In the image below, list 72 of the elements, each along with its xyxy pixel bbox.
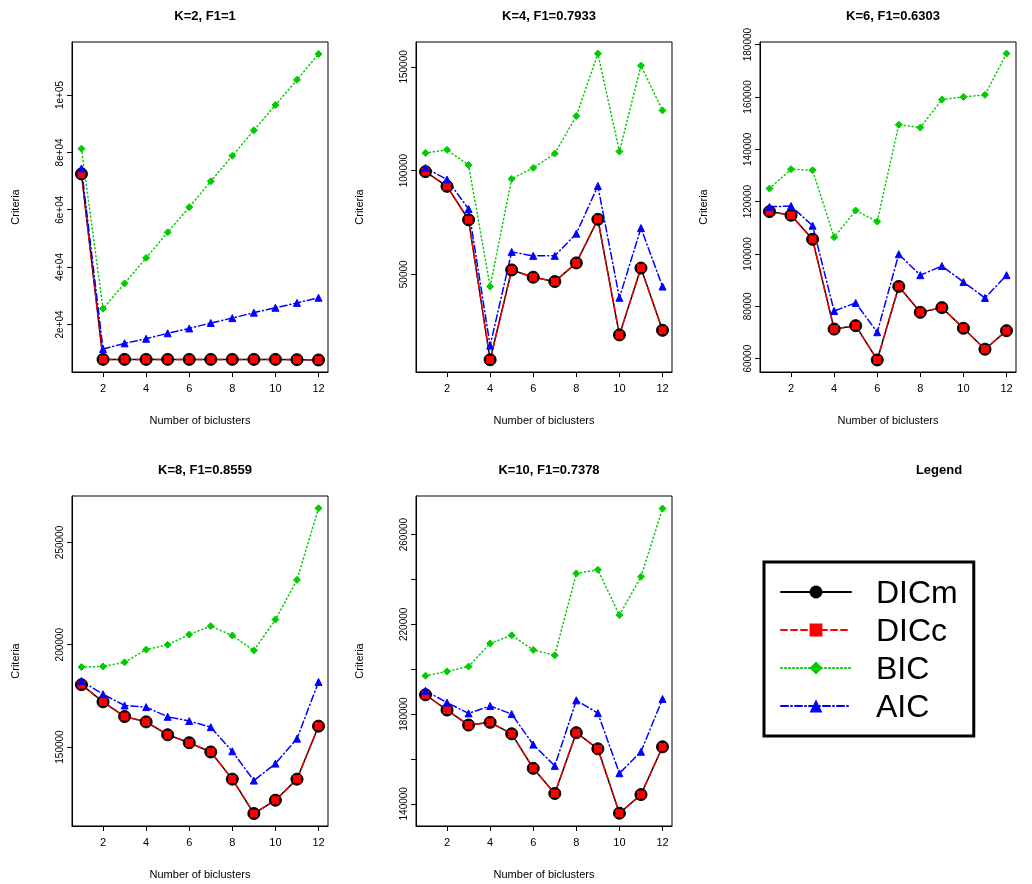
x-tick-label: 12 <box>656 835 669 848</box>
x-tick-label: 4 <box>143 381 150 394</box>
x-axis-title: Number of biclusters <box>493 867 595 880</box>
x-tick-label: 12 <box>656 381 669 394</box>
y-tick-label: 2e+04 <box>53 309 65 339</box>
legend-title: Legend <box>915 462 963 477</box>
x-tick-label: 8 <box>229 835 236 848</box>
y-tick-label: 140000 <box>397 786 409 821</box>
y-axis-title: Criteria <box>352 188 365 225</box>
chart-title: K=4, F1=0.7933 <box>502 8 596 23</box>
y-axis-title: Criteria <box>8 642 21 679</box>
x-tick-label: 12 <box>1000 381 1013 394</box>
x-tick-label: 4 <box>143 835 150 848</box>
y-tick-label: 200000 <box>53 627 65 662</box>
y-tick-label: 160000 <box>741 79 753 114</box>
y-tick-label: 50000 <box>397 259 409 289</box>
x-axis-title: Number of biclusters <box>837 413 939 426</box>
x-tick-label: 10 <box>269 381 282 394</box>
y-tick-label: 100000 <box>741 236 753 271</box>
x-axis-title: Number of biclusters <box>149 867 251 880</box>
x-tick-label: 12 <box>312 835 325 848</box>
x-tick-label: 10 <box>613 835 626 848</box>
x-tick-label: 8 <box>917 381 924 394</box>
x-tick-label: 2 <box>443 381 451 394</box>
legend-label: DICc <box>876 612 948 648</box>
x-tick-label: 4 <box>487 381 494 394</box>
x-tick-label: 6 <box>874 381 881 394</box>
y-tick-label: 60000 <box>741 344 753 373</box>
x-tick-label: 2 <box>787 381 795 394</box>
chart-title: K=6, F1=0.6303 <box>846 8 940 23</box>
y-tick-label: 180000 <box>397 696 409 731</box>
y-tick-label: 120000 <box>741 184 753 219</box>
y-tick-label: 4e+04 <box>53 252 65 282</box>
x-tick-label: 6 <box>530 835 537 848</box>
x-tick-label: 2 <box>99 381 107 394</box>
y-tick-label: 6e+04 <box>53 195 65 224</box>
x-tick-label: 10 <box>957 381 970 394</box>
y-tick-label: 220000 <box>397 607 409 642</box>
x-tick-label: 6 <box>530 381 537 394</box>
legend-label: BIC <box>876 650 930 686</box>
y-tick-label: 80000 <box>741 291 753 321</box>
x-tick-label: 6 <box>186 835 193 848</box>
y-axis-title: Criteria <box>8 188 21 225</box>
x-tick-label: 4 <box>487 835 494 848</box>
y-tick-label: 140000 <box>741 132 753 166</box>
x-tick-label: 2 <box>99 835 107 848</box>
x-tick-label: 8 <box>573 835 580 848</box>
x-tick-label: 10 <box>613 381 626 394</box>
y-axis-title: Criteria <box>696 188 709 225</box>
x-tick-label: 6 <box>186 381 193 394</box>
chart-title: K=8, F1=0.8559 <box>158 462 252 477</box>
y-tick-label: 150000 <box>397 49 409 84</box>
y-axis-title: Criteria <box>352 642 365 679</box>
x-tick-label: 2 <box>443 835 451 848</box>
y-tick-label: 100000 <box>397 153 409 188</box>
y-tick-label: 260000 <box>397 517 409 552</box>
x-axis-title: Number of biclusters <box>149 413 251 426</box>
y-tick-label: 150000 <box>53 729 65 764</box>
x-tick-label: 4 <box>831 381 838 394</box>
legend-label: DICm <box>876 574 958 610</box>
y-tick-label: 250000 <box>53 525 65 560</box>
legend-label: AIC <box>876 688 930 724</box>
x-axis-title: Number of biclusters <box>493 413 595 426</box>
x-tick-label: 8 <box>229 381 236 394</box>
x-tick-label: 8 <box>573 381 580 394</box>
y-tick-label: 180000 <box>741 27 753 62</box>
y-tick-label: 1e+05 <box>53 80 65 110</box>
y-tick-label: 8e+04 <box>53 137 65 167</box>
x-tick-label: 12 <box>312 381 325 394</box>
chart-title: K=2, F1=1 <box>174 8 236 23</box>
chart-title: K=10, F1=0.7378 <box>498 462 600 477</box>
x-tick-label: 10 <box>269 835 282 848</box>
